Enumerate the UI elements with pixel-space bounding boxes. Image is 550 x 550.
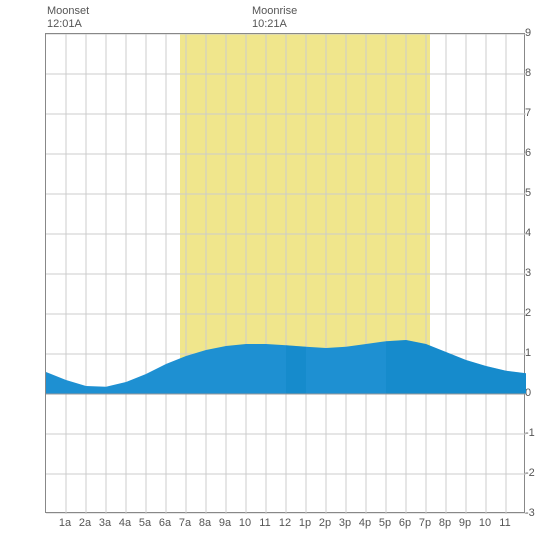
x-tick-label: 4p <box>359 517 371 529</box>
x-tick-label: 2a <box>79 517 91 529</box>
y-tick-label: 7 <box>525 107 545 119</box>
x-tick-label: 8p <box>439 517 451 529</box>
y-tick-label: 9 <box>525 27 545 39</box>
x-tick-label: 8a <box>199 517 211 529</box>
y-tick-label: 2 <box>525 307 545 319</box>
daylight-band <box>180 34 430 394</box>
x-tick-label: 1p <box>299 517 311 529</box>
y-tick-label: -2 <box>525 467 545 479</box>
x-tick-label: 2p <box>319 517 331 529</box>
x-tick-label: 11 <box>259 517 270 529</box>
x-tick-label: 3a <box>99 517 111 529</box>
x-tick-label: 10 <box>479 517 491 529</box>
y-tick-label: 4 <box>525 227 545 239</box>
y-tick-label: 3 <box>525 267 545 279</box>
y-tick-label: 5 <box>525 187 545 199</box>
moon-events-row: Moonset12:01A Moonrise10:21A <box>45 5 525 33</box>
x-tick-label: 5a <box>139 517 151 529</box>
x-tick-label: 6p <box>399 517 411 529</box>
x-axis: 1a 2a 3a 4a 5a 6a 7a 8a 9a 10 11 12 1p 2p 3p 4p 5p 6p 7p 8p… <box>45 513 525 531</box>
plot-area <box>45 33 525 513</box>
y-tick-label: 8 <box>525 67 545 79</box>
moon-event-name: Moonrise <box>252 5 297 18</box>
y-axis-right: 9876543210-1-2-3 <box>525 33 545 513</box>
x-tick-label: 1a <box>59 517 71 529</box>
y-tick-label: 6 <box>525 147 545 159</box>
y-tick-label: 0 <box>525 387 545 399</box>
x-tick-label: 5p <box>379 517 391 529</box>
x-tick-label: 11 <box>499 517 510 529</box>
x-tick-label: 4a <box>119 517 131 529</box>
x-tick-label: 10 <box>239 517 251 529</box>
moon-event-time: 12:01A <box>47 18 89 31</box>
moon-event-label: Moonrise10:21A <box>252 5 297 31</box>
x-tick-label: 12 <box>279 517 291 529</box>
x-tick-label: 6a <box>159 517 171 529</box>
x-tick-label: 9a <box>219 517 231 529</box>
y-tick-label: -1 <box>525 427 545 439</box>
y-tick-label: -3 <box>525 507 545 519</box>
tide-moon-chart: Moonset12:01AMoonrise10:21A 9876543210-1… <box>5 5 545 531</box>
moon-event-label: Moonset12:01A <box>47 5 89 31</box>
x-tick-label: 3p <box>339 517 351 529</box>
moon-event-time: 10:21A <box>252 18 297 31</box>
moon-event-name: Moonset <box>47 5 89 18</box>
x-tick-label: 7a <box>179 517 191 529</box>
y-tick-label: 1 <box>525 347 545 359</box>
x-tick-label: 9p <box>459 517 471 529</box>
chart-svg <box>46 34 526 514</box>
x-tick-label: 7p <box>419 517 431 529</box>
